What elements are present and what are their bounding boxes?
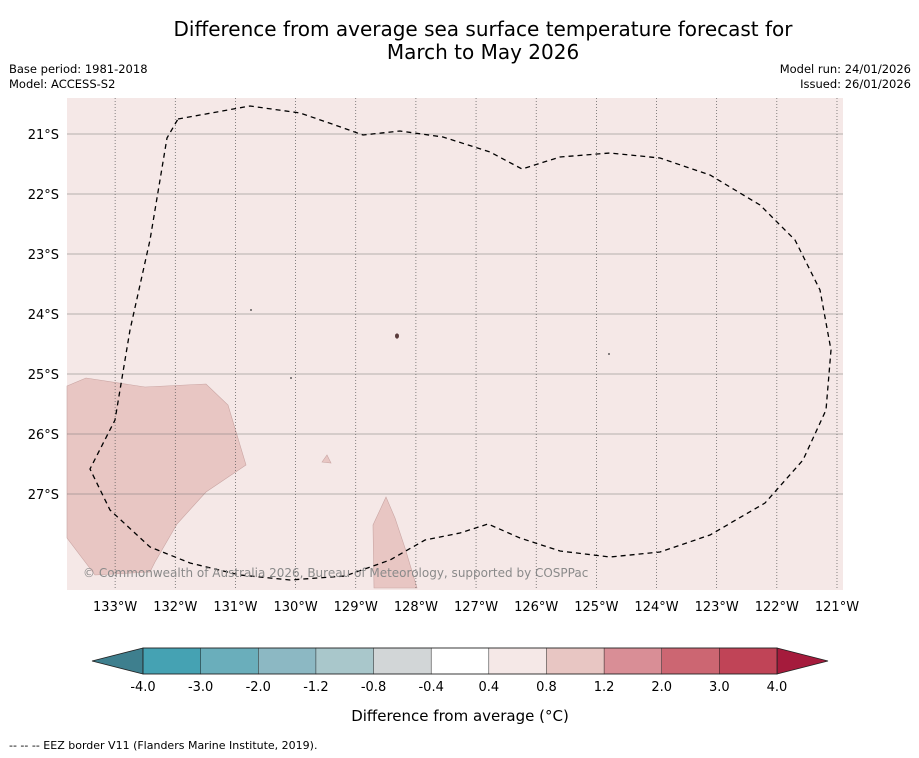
colorbar-under-arrow: [91, 647, 144, 675]
colorbar-tick-labels: -4.0 -3.0 -2.0 -1.2 -0.8 -0.4 0.4 0.8 1.2 2.0 3.0 4…: [130, 680, 787, 695]
longitude-labels: 133°W 132°W 131°W 130°W 129°W 128°W 127°W 126°W…: [93, 600, 859, 615]
latitude-label: 27°S: [28, 488, 59, 503]
longitude-label: 130°W: [274, 600, 318, 615]
meta-right: Model run: 24/01/2026 Issued: 26/01/2026: [780, 62, 911, 92]
longitude-label: 132°W: [153, 600, 197, 615]
island-marker: [250, 309, 252, 311]
colorbar-bin: [142, 647, 202, 675]
latitude-label: 24°S: [28, 308, 59, 323]
longitude-label: 125°W: [574, 600, 618, 615]
issued-date: Issued: 26/01/2026: [800, 77, 911, 91]
latitude-label: 23°S: [28, 248, 59, 263]
title-line-1: Difference from average sea surface temp…: [173, 17, 793, 41]
colorbar-tick: -3.0: [188, 680, 213, 695]
longitude-label: 121°W: [815, 600, 859, 615]
map-background: [67, 98, 843, 590]
longitude-label: 126°W: [514, 600, 558, 615]
colorbar-tick: 0.8: [536, 680, 557, 695]
map-panel: © Commonwealth of Australia 2026, Bureau…: [66, 98, 843, 590]
colorbar-bin: [488, 647, 548, 675]
base-period: Base period: 1981-2018: [9, 62, 148, 76]
title-line-2: March to May 2026: [386, 40, 580, 64]
island-marker: [290, 377, 292, 379]
colorbar-frame: [142, 647, 778, 675]
colorbar-bin: [661, 647, 720, 675]
colorbar-tick: -2.0: [246, 680, 271, 695]
colorbar-bin: [546, 647, 605, 675]
colorbar-tick: -0.8: [361, 680, 386, 695]
island-marker: [608, 353, 610, 355]
colorbar-bin: [719, 647, 778, 675]
longitude-gridlines: [114, 98, 838, 590]
colorbar-label: Difference from average (°C): [351, 707, 569, 725]
longitude-label: 123°W: [695, 600, 739, 615]
latitude-label: 26°S: [28, 428, 59, 443]
chart-title: Difference from average sea surface temp…: [0, 18, 919, 64]
colorbar-bin: [315, 647, 375, 675]
colorbar-bin: [373, 647, 432, 675]
anomaly-patch-small: [321, 454, 332, 464]
colorbar-bin: [258, 647, 317, 675]
island-marker: [395, 333, 399, 339]
colorbar-tick: -1.2: [303, 680, 328, 695]
colorbar-bin: [430, 647, 490, 675]
longitude-label: 128°W: [394, 600, 438, 615]
colorbar-bin: [200, 647, 259, 675]
latitude-label: 21°S: [28, 128, 59, 143]
longitude-label: 122°W: [755, 600, 799, 615]
eez-border: [89, 105, 832, 581]
model-run: Model run: 24/01/2026: [779, 62, 911, 76]
latitude-label: 22°S: [28, 188, 59, 203]
colorbar-over-arrow: [776, 647, 829, 675]
model-name: Model: ACCESS-S2: [9, 77, 116, 91]
colorbar-tick: -4.0: [130, 680, 155, 695]
colorbar-bin: [603, 647, 663, 675]
colorbar-tick: 3.0: [709, 680, 730, 695]
latitude-label: 25°S: [28, 368, 59, 383]
colorbar-tick: 4.0: [767, 680, 788, 695]
colorbar-tick: 0.4: [478, 680, 499, 695]
colorbar-tick: 1.2: [594, 680, 615, 695]
longitude-label: 129°W: [334, 600, 378, 615]
colorbar-tick: -0.4: [418, 680, 443, 695]
meta-left: Base period: 1981-2018 Model: ACCESS-S2: [9, 62, 148, 92]
longitude-label: 124°W: [634, 600, 678, 615]
anomaly-patch-south: [372, 496, 418, 589]
colorbar: -4.0 -3.0 -2.0 -1.2 -0.8 -0.4 0.4 0.8 1.2 2.0 3.0 4…: [91, 647, 829, 725]
latitude-labels: 21°S 22°S 23°S 24°S 25°S 26°S 27°S: [28, 128, 59, 503]
longitude-label: 133°W: [93, 600, 137, 615]
footnote: -- -- -- EEZ border V11 (Flanders Marine…: [9, 739, 318, 752]
colorbar-bins: [142, 647, 778, 675]
attribution-text: © Commonwealth of Australia 2026, Bureau…: [83, 566, 588, 580]
latitude-gridlines: [67, 133, 843, 495]
longitude-label: 131°W: [213, 600, 257, 615]
longitude-label: 127°W: [454, 600, 498, 615]
colorbar-tick: 2.0: [651, 680, 672, 695]
